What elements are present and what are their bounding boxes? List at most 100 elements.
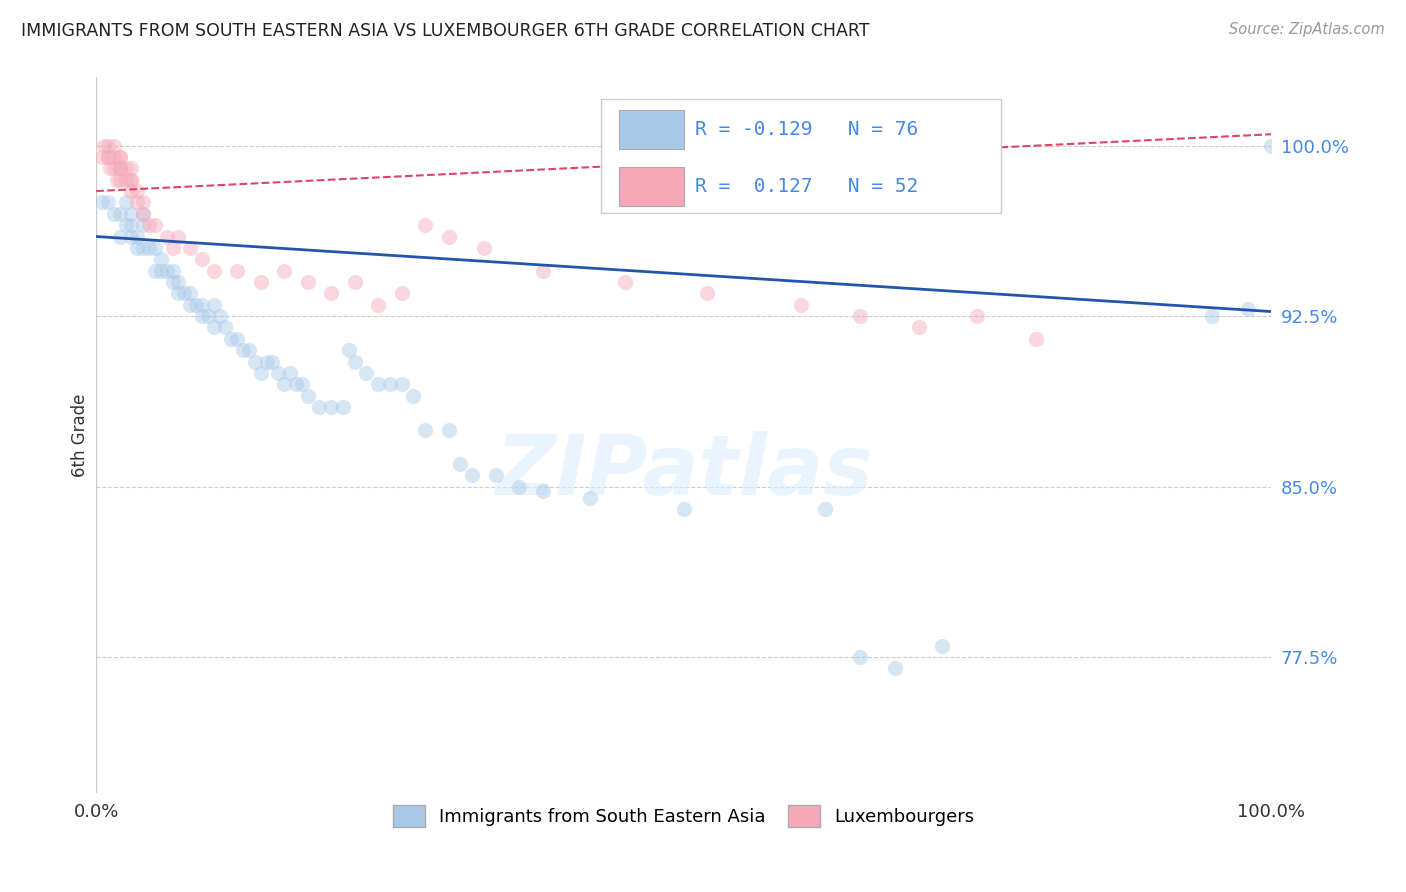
Point <box>108 161 131 176</box>
Point <box>297 389 319 403</box>
Point <box>97 150 120 164</box>
Point <box>143 241 166 255</box>
Point <box>114 172 136 186</box>
Point <box>132 241 155 255</box>
Point <box>367 377 389 392</box>
Point <box>308 400 330 414</box>
Point <box>508 479 530 493</box>
Point <box>114 161 136 176</box>
Point <box>413 423 436 437</box>
Point <box>127 229 149 244</box>
Point <box>267 366 290 380</box>
Point <box>321 400 343 414</box>
Point <box>103 161 125 176</box>
Point <box>966 309 988 323</box>
Point <box>1025 332 1047 346</box>
Point <box>167 275 190 289</box>
Point <box>138 218 160 232</box>
Point <box>391 377 413 392</box>
Point <box>931 639 953 653</box>
Point <box>202 320 225 334</box>
Point <box>413 218 436 232</box>
Point <box>97 138 120 153</box>
Point <box>98 161 121 176</box>
Point <box>191 309 214 323</box>
Point <box>221 332 243 346</box>
Point <box>120 161 142 176</box>
Point <box>402 389 425 403</box>
Point <box>191 252 214 267</box>
Point <box>273 377 295 392</box>
Point <box>162 241 184 255</box>
Point <box>184 298 207 312</box>
Point <box>291 377 314 392</box>
Point <box>143 218 166 232</box>
Point <box>907 320 929 334</box>
Point <box>461 468 484 483</box>
Point <box>127 241 149 255</box>
Point <box>179 241 201 255</box>
Point <box>103 150 125 164</box>
Point <box>202 298 225 312</box>
Point <box>179 298 201 312</box>
Point <box>202 263 225 277</box>
Point <box>162 275 184 289</box>
Point <box>284 377 307 392</box>
Point <box>108 150 131 164</box>
Point <box>672 502 695 516</box>
Point <box>156 263 179 277</box>
Point <box>108 229 131 244</box>
Text: Source: ZipAtlas.com: Source: ZipAtlas.com <box>1229 22 1385 37</box>
Point <box>120 229 142 244</box>
Point <box>849 309 872 323</box>
Point <box>93 138 115 153</box>
Point <box>578 491 600 505</box>
Point <box>108 207 131 221</box>
Point <box>138 241 160 255</box>
Legend: Immigrants from South Eastern Asia, Luxembourgers: Immigrants from South Eastern Asia, Luxe… <box>385 798 981 834</box>
Point <box>378 377 401 392</box>
Point <box>120 218 142 232</box>
Point <box>103 207 125 221</box>
Point <box>167 286 190 301</box>
Bar <box>619 167 683 206</box>
Point <box>103 138 125 153</box>
Point <box>127 184 149 198</box>
Point <box>143 263 166 277</box>
Point <box>208 309 231 323</box>
Point <box>132 207 155 221</box>
Point <box>120 207 142 221</box>
Text: ZIPatlas: ZIPatlas <box>495 431 873 512</box>
Point <box>232 343 254 358</box>
Point <box>256 354 278 368</box>
Point <box>108 150 131 164</box>
Point <box>132 207 155 221</box>
Point <box>343 275 366 289</box>
Point <box>472 241 495 255</box>
Point <box>249 275 271 289</box>
Point <box>162 263 184 277</box>
Point <box>391 286 413 301</box>
Point <box>321 286 343 301</box>
Point <box>273 263 295 277</box>
Point <box>1236 302 1258 317</box>
Point <box>156 229 179 244</box>
Point <box>849 650 872 665</box>
Point <box>214 320 236 334</box>
Text: R =  0.127   N = 52: R = 0.127 N = 52 <box>696 178 918 196</box>
Point <box>696 286 718 301</box>
Point <box>356 366 378 380</box>
Point <box>120 172 142 186</box>
Point <box>814 502 837 516</box>
Point <box>531 263 554 277</box>
Point <box>297 275 319 289</box>
Point <box>613 275 636 289</box>
Text: IMMIGRANTS FROM SOUTH EASTERN ASIA VS LUXEMBOURGER 6TH GRADE CORRELATION CHART: IMMIGRANTS FROM SOUTH EASTERN ASIA VS LU… <box>21 22 869 40</box>
Point <box>114 218 136 232</box>
Point <box>173 286 195 301</box>
Point <box>179 286 201 301</box>
Point <box>127 195 149 210</box>
Point <box>485 468 508 483</box>
Point <box>337 343 360 358</box>
Point <box>167 229 190 244</box>
